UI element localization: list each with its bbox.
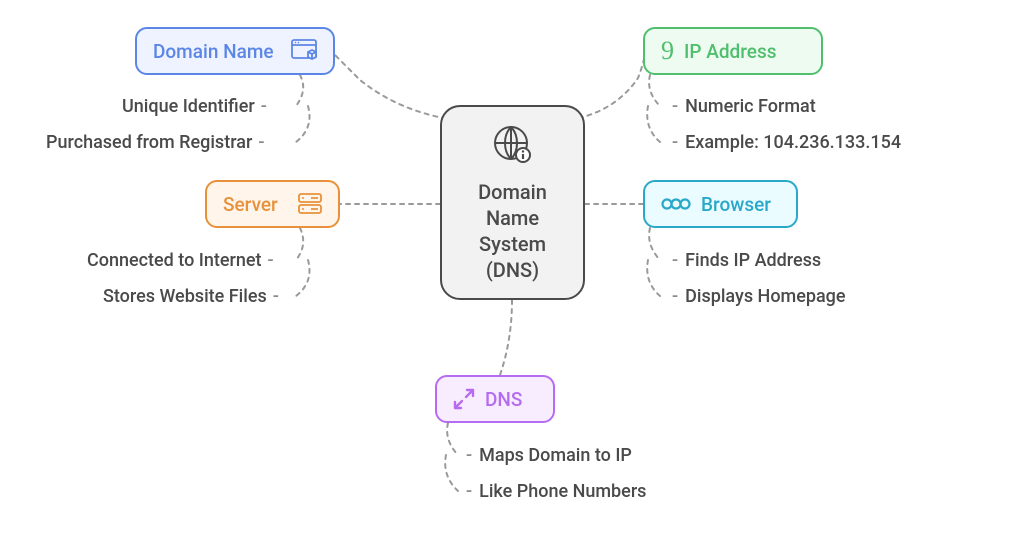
bullet-ip-1: - Numeric Format <box>666 96 816 117</box>
dash-icon: - <box>268 250 275 271</box>
bullet-text: Like Phone Numbers <box>479 481 646 502</box>
dash-icon: - <box>672 96 679 117</box>
hub-title-line: (DNS) <box>486 257 539 283</box>
hub-title-line: System <box>479 231 546 257</box>
arrows-expand-icon <box>453 388 475 410</box>
bullet-browser-2: - Displays Homepage <box>666 286 846 307</box>
dash-icon: - <box>261 96 268 117</box>
window-cube-icon <box>291 39 317 63</box>
globe-info-icon <box>491 123 535 173</box>
bullet-dns-2: - Like Phone Numbers <box>460 481 646 502</box>
node-label: Domain Name <box>153 40 281 63</box>
hub-title-line: Domain <box>478 179 547 205</box>
node-dns: DNS <box>435 375 555 423</box>
server-rack-icon <box>298 193 322 215</box>
bullet-text: Connected to Internet <box>87 250 262 271</box>
dash-icon: - <box>672 286 679 307</box>
bullet-dns-1: - Maps Domain to IP <box>460 445 632 466</box>
bullet-ip-2: - Example: 104.236.133.154 <box>666 132 901 153</box>
dash-icon: - <box>672 132 679 153</box>
node-browser: Browser <box>643 180 798 228</box>
bullet-server-2: Stores Website Files - <box>103 286 286 307</box>
bullet-browser-1: - Finds IP Address <box>666 250 821 271</box>
hub-title-line: Name <box>486 205 539 231</box>
dash-icon: - <box>672 250 679 271</box>
bullet-text: Finds IP Address <box>685 250 821 271</box>
dash-icon: - <box>466 481 473 502</box>
bullet-domain-1: Unique Identifier - <box>122 96 274 117</box>
bullet-text: Stores Website Files <box>103 286 267 307</box>
bullet-text: Maps Domain to IP <box>479 445 632 466</box>
digit-9-icon: 9 <box>661 36 674 66</box>
bullet-server-1: Connected to Internet - <box>87 250 281 271</box>
chain-links-icon <box>661 196 691 212</box>
bullet-text: Unique Identifier <box>122 96 255 117</box>
node-label: Server <box>223 193 288 216</box>
node-label: DNS <box>485 388 522 411</box>
diagram-stage: Domain Name System (DNS) Domain Name Uni… <box>0 0 1024 550</box>
bullet-text: Numeric Format <box>685 96 816 117</box>
dash-icon: - <box>466 445 473 466</box>
bullet-text: Example: 104.236.133.154 <box>685 132 901 153</box>
dash-icon: - <box>258 132 265 153</box>
node-ip-address: 9 IP Address <box>643 27 823 75</box>
dash-icon: - <box>273 286 280 307</box>
node-server: Server <box>205 180 340 228</box>
node-domain-name: Domain Name <box>135 27 335 75</box>
bullet-text: Displays Homepage <box>685 286 845 307</box>
node-label: Browser <box>701 193 771 216</box>
bullet-domain-2: Purchased from Registrar - <box>46 132 271 153</box>
node-label: IP Address <box>684 40 777 63</box>
hub-dns-system: Domain Name System (DNS) <box>440 105 585 300</box>
bullet-text: Purchased from Registrar <box>46 132 252 153</box>
